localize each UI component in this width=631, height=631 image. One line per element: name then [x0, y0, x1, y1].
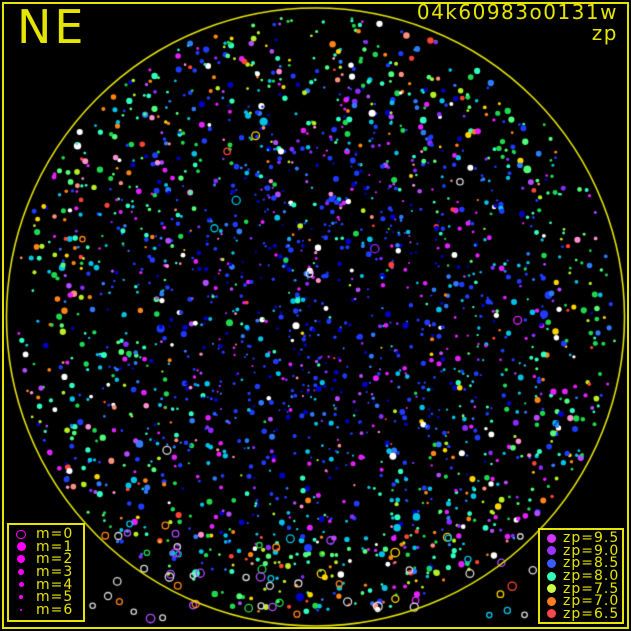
zp-color-dot-marker	[546, 596, 556, 606]
zeropoint-legend: zp=9.5 zp=9.0 zp=8.5 zp=8.0 zp=7.5 zp=7.…	[538, 528, 624, 624]
legend-label: zp=7.5	[563, 580, 620, 597]
legend-marker-cell	[9, 542, 33, 552]
legend-row: m=6	[9, 601, 83, 618]
legend-label: m=5	[36, 589, 74, 606]
title-block: 04k60983o0131w zp	[417, 2, 618, 44]
exposure-title: 04k60983o0131w	[416, 0, 618, 24]
legend-marker-cell	[9, 555, 33, 564]
zp-color-dot-marker	[546, 609, 556, 619]
legend-label: zp=9.5	[563, 530, 620, 547]
filled-dot-marker	[17, 568, 25, 576]
legend-label: m=3	[36, 564, 74, 581]
legend-label: zp=8.0	[563, 568, 620, 585]
legend-marker-cell	[9, 529, 33, 540]
legend-marker-cell	[542, 609, 560, 619]
legend-marker-cell	[542, 546, 560, 556]
filled-dot-marker	[19, 595, 23, 600]
zp-color-dot-marker	[546, 558, 556, 568]
legend-row: m=1	[9, 538, 83, 555]
legend-label: zp=7.0	[563, 593, 620, 610]
zp-color-dot-marker	[546, 571, 556, 581]
legend-row: zp=6.5	[540, 605, 622, 622]
legend-marker-cell	[542, 533, 560, 543]
zp-color-dot-marker	[546, 584, 556, 594]
legend-marker-cell	[542, 571, 560, 581]
legend-row: m=2	[9, 551, 83, 568]
legend-label: zp=6.5	[563, 605, 620, 622]
colorbar-variable-label: zp	[591, 21, 618, 45]
legend-label: zp=8.5	[563, 555, 620, 572]
legend-label: m=1	[36, 538, 74, 555]
filled-dot-marker	[18, 582, 24, 588]
legend-row: zp=8.5	[540, 555, 622, 572]
legend-marker-cell	[542, 596, 560, 606]
quadrant-label: NE	[17, 0, 87, 54]
legend-row: m=5	[9, 589, 83, 606]
filled-dot-marker	[19, 608, 23, 612]
legend-row: zp=8.0	[540, 568, 622, 585]
filled-dot-marker	[16, 542, 26, 552]
legend-row: zp=9.5	[540, 530, 622, 547]
open-circle-marker	[16, 529, 26, 540]
magnitude-legend: m=0 m=1 m=2 m=3 m=4 m=5 m=6	[7, 523, 85, 622]
legend-marker-cell	[9, 568, 33, 576]
legend-marker-cell	[542, 584, 560, 594]
legend-row: zp=7.5	[540, 580, 622, 597]
legend-row: zp=7.0	[540, 593, 622, 610]
legend-marker-cell	[542, 558, 560, 568]
legend-label: zp=9.0	[563, 542, 620, 559]
legend-marker-cell	[9, 595, 33, 600]
zp-color-dot-marker	[546, 546, 556, 556]
legend-row: m=3	[9, 564, 83, 581]
legend-label: m=4	[36, 576, 74, 593]
zp-color-dot-marker	[546, 533, 556, 543]
legend-row: m=0	[9, 526, 83, 543]
legend-row: zp=9.0	[540, 542, 622, 559]
legend-marker-cell	[9, 608, 33, 612]
legend-marker-cell	[9, 582, 33, 588]
legend-label: m=6	[36, 601, 74, 618]
filled-dot-marker	[17, 555, 25, 564]
legend-label: m=2	[36, 551, 74, 568]
legend-row: m=4	[9, 576, 83, 593]
legend-label: m=0	[36, 526, 74, 543]
